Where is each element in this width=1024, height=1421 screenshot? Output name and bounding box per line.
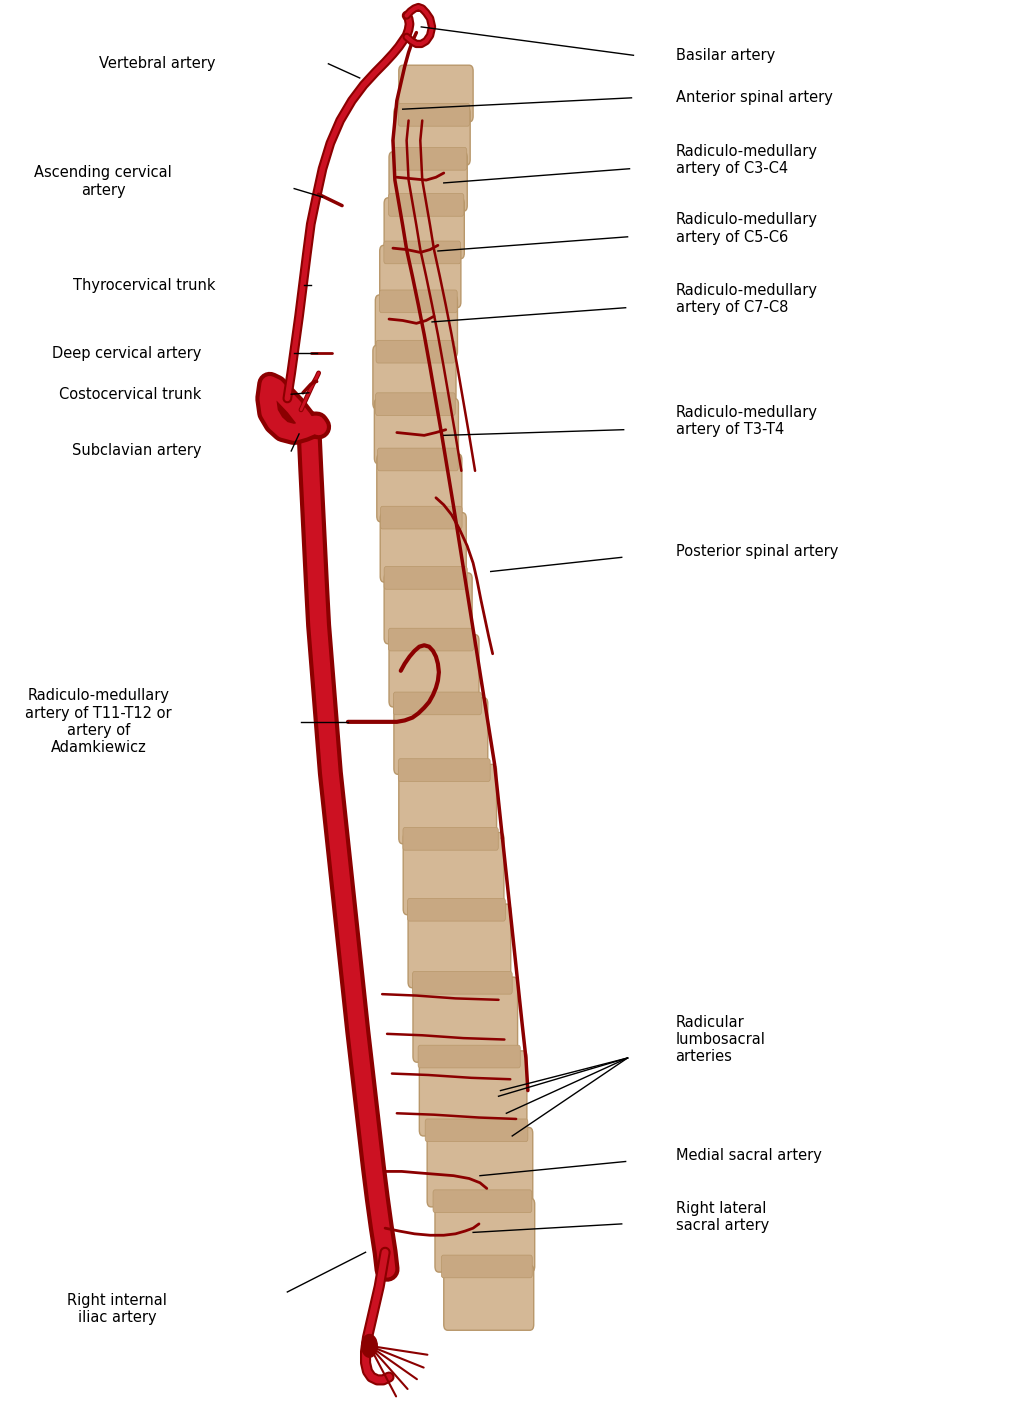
FancyBboxPatch shape bbox=[388, 193, 464, 216]
FancyBboxPatch shape bbox=[441, 1255, 532, 1277]
FancyBboxPatch shape bbox=[384, 567, 467, 590]
FancyBboxPatch shape bbox=[376, 296, 458, 357]
FancyBboxPatch shape bbox=[394, 107, 470, 165]
FancyBboxPatch shape bbox=[398, 104, 470, 126]
Text: Basilar artery: Basilar artery bbox=[676, 48, 775, 63]
FancyBboxPatch shape bbox=[389, 635, 479, 708]
FancyBboxPatch shape bbox=[389, 152, 467, 212]
Text: Right internal
iliac artery: Right internal iliac artery bbox=[68, 1293, 167, 1326]
Text: Radiculo-medullary
artery of T3-T4: Radiculo-medullary artery of T3-T4 bbox=[676, 405, 817, 438]
FancyBboxPatch shape bbox=[420, 1052, 527, 1135]
Text: Medial sacral artery: Medial sacral artery bbox=[676, 1148, 821, 1164]
Text: Radiculo-medullary
artery of C7-C8: Radiculo-medullary artery of C7-C8 bbox=[676, 283, 817, 315]
Text: Radiculo-medullary
artery of T11-T12 or
artery of
Adamkiewicz: Radiculo-medullary artery of T11-T12 or … bbox=[26, 688, 172, 756]
Text: Radiculo-medullary
artery of C5-C6: Radiculo-medullary artery of C5-C6 bbox=[676, 212, 817, 244]
FancyBboxPatch shape bbox=[433, 1189, 531, 1212]
Text: Radicular
lumbosacral
arteries: Radicular lumbosacral arteries bbox=[676, 1015, 765, 1064]
FancyBboxPatch shape bbox=[418, 1046, 520, 1069]
FancyBboxPatch shape bbox=[384, 242, 461, 264]
FancyBboxPatch shape bbox=[375, 398, 459, 463]
FancyBboxPatch shape bbox=[394, 698, 487, 774]
Text: Vertebral artery: Vertebral artery bbox=[99, 57, 216, 71]
Text: Subclavian artery: Subclavian artery bbox=[72, 443, 202, 459]
FancyBboxPatch shape bbox=[443, 1265, 534, 1330]
FancyBboxPatch shape bbox=[377, 453, 462, 522]
FancyBboxPatch shape bbox=[403, 827, 499, 850]
FancyBboxPatch shape bbox=[384, 198, 464, 259]
Text: Right lateral
sacral artery: Right lateral sacral artery bbox=[676, 1201, 769, 1233]
Text: Thyrocervical trunk: Thyrocervical trunk bbox=[74, 277, 216, 293]
FancyBboxPatch shape bbox=[380, 513, 466, 583]
Text: Deep cervical artery: Deep cervical artery bbox=[52, 345, 202, 361]
FancyBboxPatch shape bbox=[380, 290, 458, 313]
Text: Costocervical trunk: Costocervical trunk bbox=[59, 387, 202, 402]
FancyBboxPatch shape bbox=[403, 833, 504, 915]
FancyBboxPatch shape bbox=[388, 628, 473, 651]
FancyBboxPatch shape bbox=[381, 506, 462, 529]
FancyBboxPatch shape bbox=[376, 341, 455, 362]
FancyBboxPatch shape bbox=[398, 764, 497, 844]
FancyBboxPatch shape bbox=[413, 972, 512, 995]
FancyBboxPatch shape bbox=[413, 978, 517, 1063]
Text: Posterior spinal artery: Posterior spinal artery bbox=[676, 544, 838, 558]
FancyBboxPatch shape bbox=[408, 898, 506, 921]
FancyBboxPatch shape bbox=[409, 904, 511, 988]
FancyBboxPatch shape bbox=[384, 573, 472, 644]
FancyBboxPatch shape bbox=[398, 65, 473, 122]
FancyBboxPatch shape bbox=[393, 148, 467, 171]
Text: Anterior spinal artery: Anterior spinal artery bbox=[676, 91, 833, 105]
Circle shape bbox=[361, 1334, 377, 1357]
FancyBboxPatch shape bbox=[376, 392, 456, 415]
Text: Ascending cervical
artery: Ascending cervical artery bbox=[34, 165, 172, 198]
FancyBboxPatch shape bbox=[393, 692, 481, 715]
FancyBboxPatch shape bbox=[373, 345, 456, 409]
FancyBboxPatch shape bbox=[435, 1198, 535, 1272]
Text: Radiculo-medullary
artery of C3-C4: Radiculo-medullary artery of C3-C4 bbox=[676, 144, 817, 176]
FancyBboxPatch shape bbox=[427, 1127, 532, 1206]
FancyBboxPatch shape bbox=[378, 448, 458, 470]
FancyBboxPatch shape bbox=[398, 759, 490, 782]
FancyBboxPatch shape bbox=[380, 246, 461, 308]
FancyBboxPatch shape bbox=[425, 1118, 527, 1141]
